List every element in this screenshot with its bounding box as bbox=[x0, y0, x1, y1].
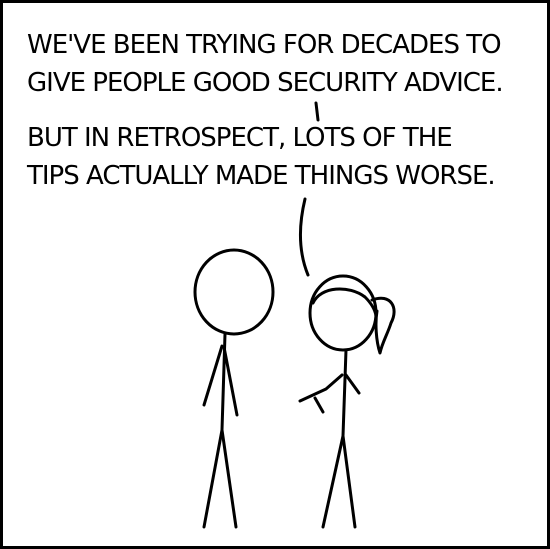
speaker-right-leg bbox=[341, 434, 357, 529]
speech-tick-mark bbox=[314, 101, 320, 122]
listener-figure bbox=[193, 248, 275, 529]
speech-line-4: TIPS ACTUALLY MADE THINGS WORSE. bbox=[27, 161, 496, 191]
speaker-head bbox=[308, 274, 378, 352]
listener-right-leg bbox=[220, 428, 238, 529]
listener-right-arm bbox=[222, 345, 239, 417]
listener-left-arm bbox=[202, 344, 224, 407]
speaker-left-arm bbox=[298, 373, 344, 403]
speech-line-2: GIVE PEOPLE GOOD SECURITY ADVICE. bbox=[27, 68, 504, 98]
speech-line-1: WE'VE BEEN TRYING FOR DECADES TO bbox=[27, 30, 502, 60]
speaker-left-leg bbox=[321, 434, 345, 529]
listener-head bbox=[193, 248, 275, 336]
speaker-figure bbox=[298, 274, 396, 529]
speaker-left-hand bbox=[313, 396, 325, 414]
speech-pointer-line bbox=[298, 197, 310, 277]
speaker-ponytail bbox=[370, 296, 396, 355]
speech-line-3: BUT IN RETROSPECT, LOTS OF THE bbox=[27, 123, 453, 153]
speaker-body bbox=[341, 348, 348, 438]
listener-left-leg bbox=[202, 428, 224, 529]
comic-artwork bbox=[193, 101, 396, 529]
speaker-hair bbox=[311, 287, 378, 318]
speaker-right-arm bbox=[344, 373, 361, 395]
